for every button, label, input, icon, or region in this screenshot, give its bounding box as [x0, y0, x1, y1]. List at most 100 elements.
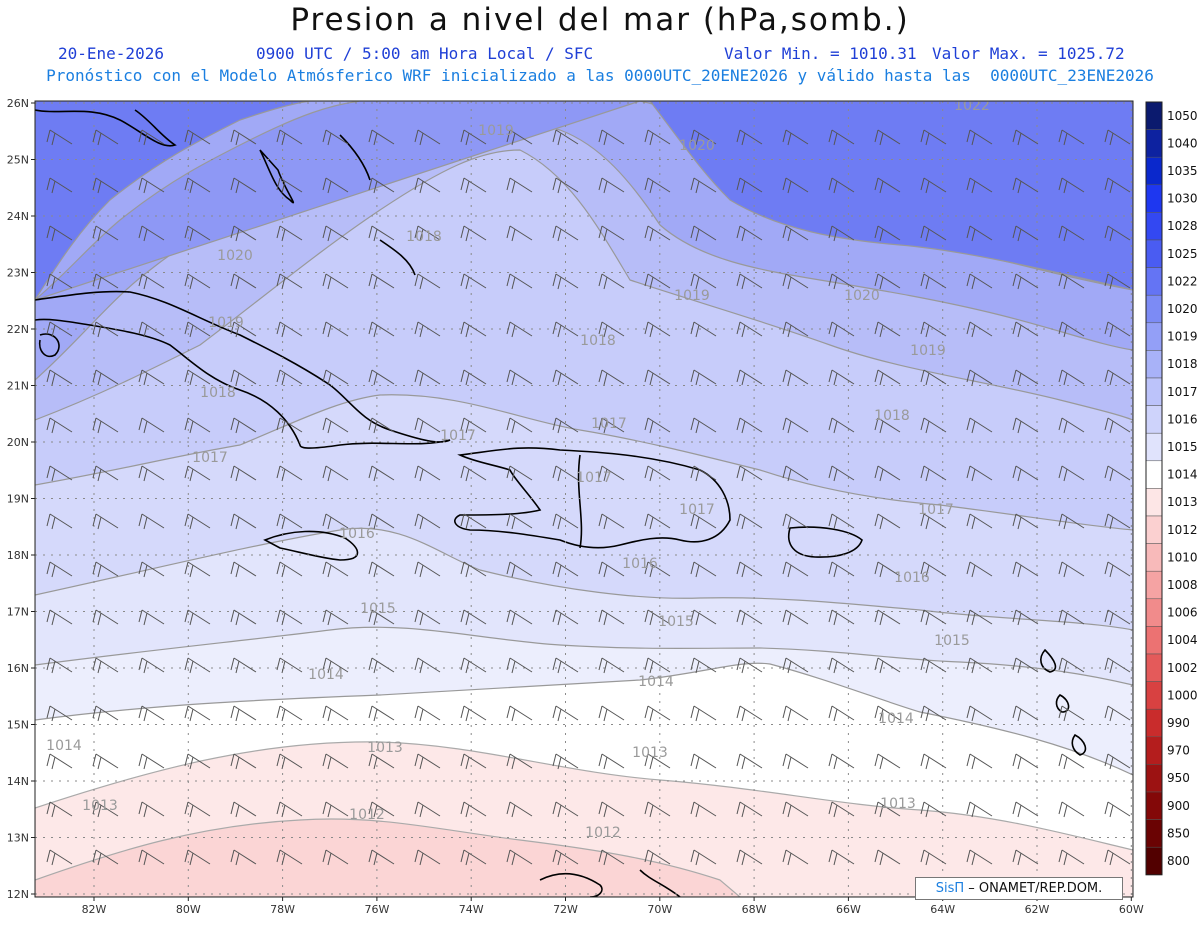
lat-label: 23N — [7, 267, 29, 280]
wind-barb — [46, 609, 73, 626]
wind-barb — [828, 849, 855, 866]
wind-barb — [552, 609, 579, 626]
colorbar-label: 950 — [1167, 771, 1190, 785]
wind-barb — [874, 657, 901, 674]
colorbar-swatch — [1145, 156, 1163, 186]
wind-barb — [690, 465, 717, 482]
wind-barb — [276, 609, 303, 626]
wind-barb — [92, 705, 119, 722]
wind-barb — [460, 417, 487, 434]
wind-barb — [322, 129, 349, 146]
lat-label: 19N — [7, 493, 29, 506]
wind-barb — [92, 465, 119, 482]
wind-barb — [782, 513, 809, 530]
wind-barb — [506, 657, 533, 674]
lat-label: 24N — [7, 210, 29, 223]
wind-barb — [322, 417, 349, 434]
contour-label: 1017 — [576, 470, 612, 486]
wind-barb — [322, 465, 349, 482]
wind-barb — [506, 129, 533, 146]
wind-barb — [598, 513, 625, 530]
wind-barb — [414, 465, 441, 482]
contour-label: 1017 — [679, 502, 715, 518]
wind-barb — [368, 753, 395, 770]
wind-barb — [1104, 273, 1131, 290]
wind-barb — [138, 657, 165, 674]
contour-label: 1015 — [934, 633, 970, 649]
wind-barb — [506, 753, 533, 770]
wind-barb — [46, 849, 73, 866]
wind-barb — [828, 753, 855, 770]
colorbar-swatch — [1145, 570, 1163, 600]
wind-barb — [966, 417, 993, 434]
wind-barb — [230, 849, 257, 866]
wind-barb — [230, 273, 257, 290]
wind-barb — [874, 369, 901, 386]
wind-barb — [460, 561, 487, 578]
wind-barb — [644, 273, 671, 290]
wind-barb — [782, 129, 809, 146]
wind-barb — [276, 417, 303, 434]
wind-barb — [230, 753, 257, 770]
wind-barbs — [46, 129, 1131, 866]
wind-barb — [1058, 369, 1085, 386]
wind-barb — [46, 369, 73, 386]
wind-barb — [92, 753, 119, 770]
wind-barb — [736, 561, 763, 578]
wind-barb — [276, 129, 303, 146]
credit-text: – ONAMET/REP.DOM. — [968, 881, 1103, 896]
wind-barb — [184, 561, 211, 578]
wind-barb — [276, 369, 303, 386]
lat-label: 13N — [7, 832, 29, 845]
wind-barb — [1012, 129, 1039, 146]
wind-barb — [552, 705, 579, 722]
wind-barb — [1058, 417, 1085, 434]
lat-label: 22N — [7, 323, 29, 336]
lat-label: 14N — [7, 775, 29, 788]
wind-barb — [1012, 609, 1039, 626]
wind-barb — [460, 321, 487, 338]
contour-label: 1018 — [406, 229, 442, 245]
wind-barb — [782, 753, 809, 770]
wind-barb — [736, 369, 763, 386]
wind-barb — [690, 369, 717, 386]
colorbar-swatch — [1145, 129, 1163, 158]
wind-barb — [414, 369, 441, 386]
wind-barb — [690, 753, 717, 770]
wind-barb — [506, 321, 533, 338]
colorbar-swatch — [1145, 653, 1163, 682]
wind-barb — [644, 801, 671, 818]
wind-barb — [368, 417, 395, 434]
wind-barb — [874, 513, 901, 530]
wind-barb — [828, 273, 855, 290]
wind-barb — [598, 561, 625, 578]
wind-barb — [138, 417, 165, 434]
wind-barb — [598, 801, 625, 818]
wind-barb — [966, 465, 993, 482]
wind-barb — [230, 561, 257, 578]
wind-barb — [966, 273, 993, 290]
colorbar-label: 1020 — [1167, 302, 1198, 316]
wind-barb — [138, 273, 165, 290]
wind-barb — [644, 753, 671, 770]
wind-barb — [230, 321, 257, 338]
wind-barb — [644, 129, 671, 146]
wind-barb — [598, 177, 625, 194]
wind-barb — [552, 849, 579, 866]
map-title: Presion a nivel del mar (hPa,somb.) — [290, 2, 910, 38]
wind-barb — [92, 609, 119, 626]
wind-barb — [552, 273, 579, 290]
wind-barb — [828, 177, 855, 194]
colorbar-label: 1019 — [1167, 330, 1198, 344]
wind-barb — [1104, 465, 1131, 482]
wind-barb — [138, 849, 165, 866]
wind-barb — [690, 705, 717, 722]
wind-barb — [1058, 801, 1085, 818]
colorbar-swatch — [1145, 460, 1163, 489]
wind-barb — [414, 129, 441, 146]
lon-label: 76W — [364, 903, 389, 916]
wind-barb — [506, 225, 533, 242]
wind-barb — [92, 657, 119, 674]
contour-label: 1019 — [674, 288, 710, 304]
colorbar-label: 1050 — [1167, 109, 1198, 123]
